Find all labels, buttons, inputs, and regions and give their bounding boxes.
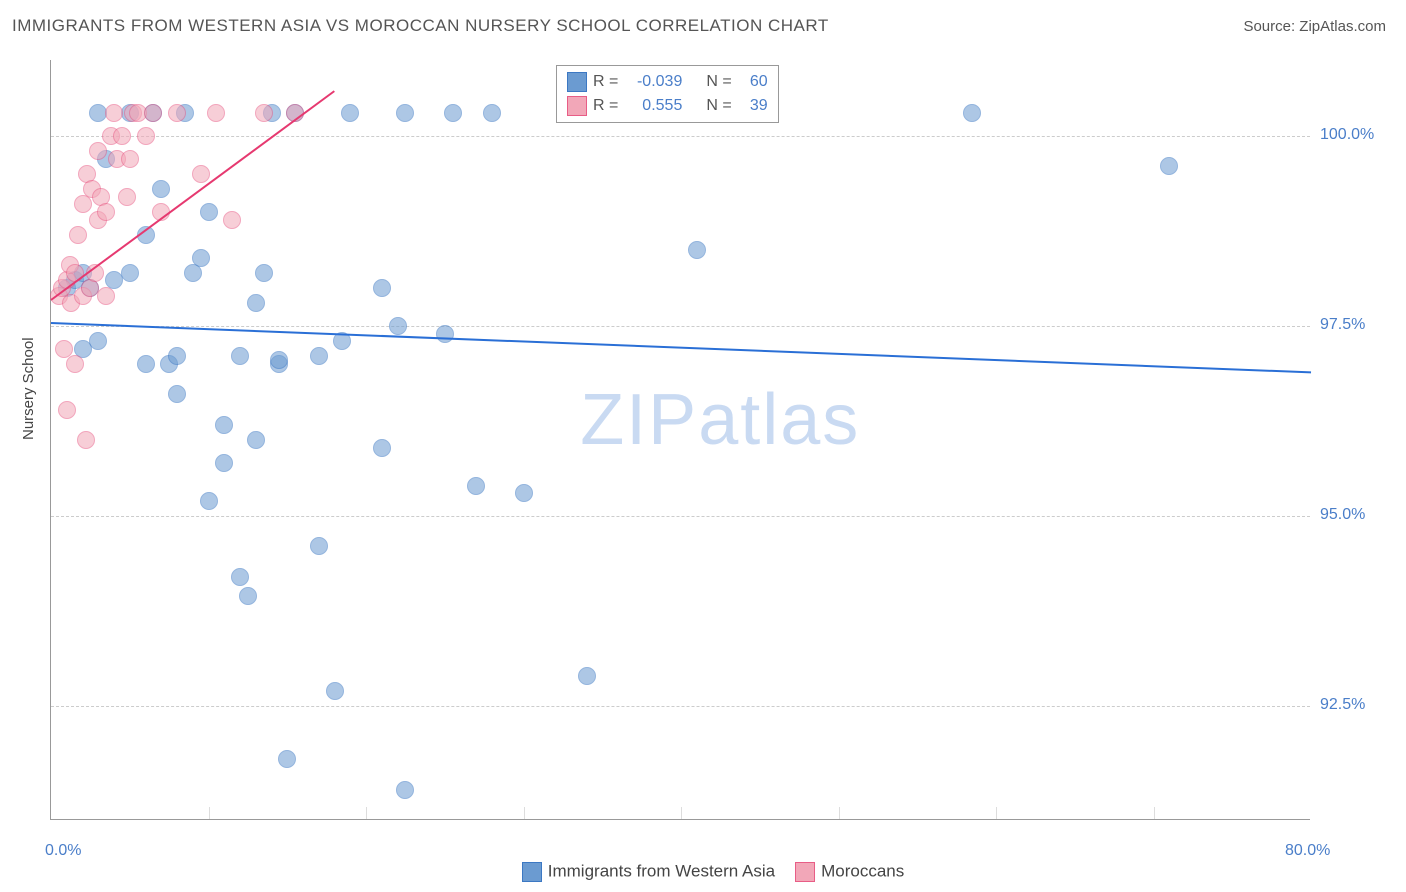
data-point — [168, 385, 186, 403]
y-tick-label: 95.0% — [1320, 506, 1365, 524]
data-point — [168, 104, 186, 122]
data-point — [483, 104, 501, 122]
data-point — [77, 431, 95, 449]
data-point — [1160, 157, 1178, 175]
data-point — [144, 104, 162, 122]
data-point — [310, 347, 328, 365]
legend-stats-row: R =-0.039 N = 60 — [567, 70, 768, 94]
data-point — [326, 682, 344, 700]
data-point — [247, 294, 265, 312]
legend-stats-row: R =0.555 N = 39 — [567, 94, 768, 118]
data-point — [278, 750, 296, 768]
data-point — [113, 127, 131, 145]
legend-swatch-icon — [522, 862, 542, 882]
data-point — [89, 142, 107, 160]
data-point — [255, 104, 273, 122]
data-point — [74, 195, 92, 213]
legend-n-value: 60 — [738, 70, 768, 94]
data-point — [373, 439, 391, 457]
gridline-h — [51, 326, 1310, 327]
legend-r-label: R = — [593, 94, 618, 118]
gridline-h — [51, 706, 1310, 707]
x-tick — [1154, 807, 1155, 819]
plot-area: ZIPatlas — [50, 60, 1310, 820]
data-point — [121, 150, 139, 168]
data-point — [168, 347, 186, 365]
data-point — [97, 287, 115, 305]
data-point — [444, 104, 462, 122]
chart-container: IMMIGRANTS FROM WESTERN ASIA VS MOROCCAN… — [0, 0, 1406, 892]
legend-n-label: N = — [706, 94, 731, 118]
y-tick-label: 100.0% — [1320, 126, 1374, 144]
data-point — [247, 431, 265, 449]
data-point — [310, 537, 328, 555]
x-tick — [524, 807, 525, 819]
data-point — [97, 203, 115, 221]
data-point — [66, 355, 84, 373]
watermark-main: ZIP — [580, 380, 698, 460]
data-point — [239, 587, 257, 605]
watermark: ZIPatlas — [580, 379, 860, 461]
legend-r-value: 0.555 — [624, 94, 682, 118]
x-max-label: 80.0% — [1285, 842, 1330, 860]
chart-title: IMMIGRANTS FROM WESTERN ASIA VS MOROCCAN… — [12, 16, 829, 36]
legend-n-label: N = — [706, 70, 731, 94]
source-label: Source: ZipAtlas.com — [1243, 18, 1386, 35]
x-tick — [209, 807, 210, 819]
legend-series: Immigrants from Western Asia Moroccans — [0, 861, 1406, 882]
data-point — [231, 347, 249, 365]
data-point — [192, 249, 210, 267]
data-point — [200, 203, 218, 221]
data-point — [207, 104, 225, 122]
data-point — [118, 188, 136, 206]
x-tick — [996, 807, 997, 819]
x-tick — [839, 807, 840, 819]
data-point — [341, 104, 359, 122]
data-point — [436, 325, 454, 343]
data-point — [121, 264, 139, 282]
gridline-h — [51, 136, 1310, 137]
legend-series-label: Immigrants from Western Asia — [548, 862, 775, 881]
x-tick — [681, 807, 682, 819]
legend-n-value: 39 — [738, 94, 768, 118]
data-point — [215, 416, 233, 434]
data-point — [270, 351, 288, 369]
data-point — [192, 165, 210, 183]
gridline-h — [51, 516, 1310, 517]
data-point — [215, 454, 233, 472]
data-point — [396, 104, 414, 122]
data-point — [200, 492, 218, 510]
legend-r-value: -0.039 — [624, 70, 682, 94]
data-point — [231, 568, 249, 586]
data-point — [396, 781, 414, 799]
y-tick-label: 97.5% — [1320, 316, 1365, 334]
data-point — [58, 401, 76, 419]
data-point — [137, 355, 155, 373]
y-axis-title: Nursery School — [20, 337, 37, 440]
data-point — [137, 127, 155, 145]
data-point — [373, 279, 391, 297]
data-point — [105, 104, 123, 122]
data-point — [223, 211, 241, 229]
data-point — [152, 180, 170, 198]
x-tick — [366, 807, 367, 819]
legend-swatch-icon — [795, 862, 815, 882]
data-point — [69, 226, 87, 244]
legend-swatch-icon — [567, 96, 587, 116]
legend-swatch-icon — [567, 72, 587, 92]
legend-series-label: Moroccans — [821, 862, 904, 881]
legend-r-label: R = — [593, 70, 618, 94]
y-tick-label: 92.5% — [1320, 696, 1365, 714]
data-point — [89, 332, 107, 350]
data-point — [467, 477, 485, 495]
data-point — [688, 241, 706, 259]
data-point — [963, 104, 981, 122]
data-point — [389, 317, 407, 335]
x-min-label: 0.0% — [45, 842, 81, 860]
watermark-sub: atlas — [698, 380, 860, 460]
data-point — [515, 484, 533, 502]
legend-stats: R =-0.039 N = 60 R =0.555 N = 39 — [556, 65, 779, 123]
data-point — [255, 264, 273, 282]
data-point — [578, 667, 596, 685]
